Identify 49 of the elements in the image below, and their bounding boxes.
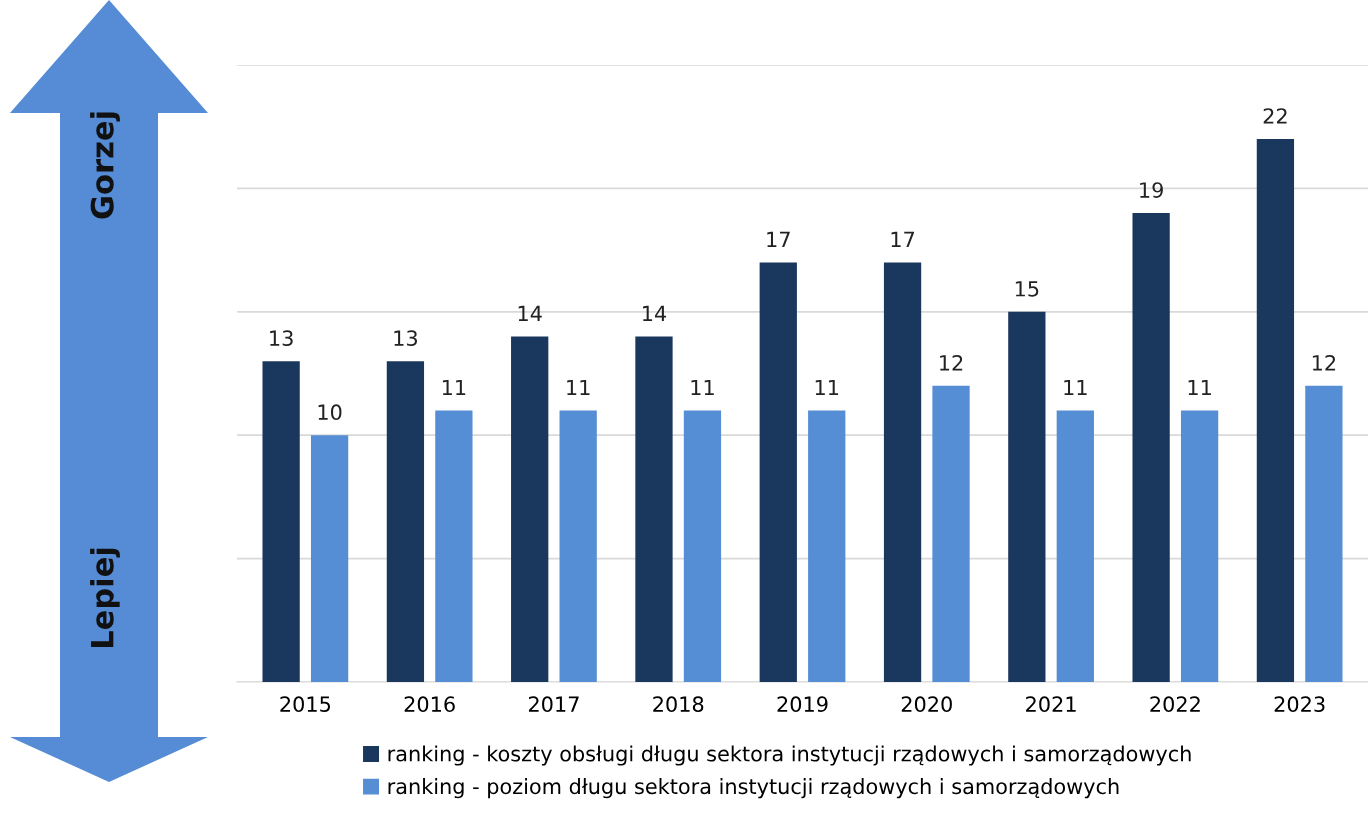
x-tick-label: 2015 [280, 696, 331, 713]
bar [1008, 311, 1046, 682]
bar [635, 336, 673, 682]
bar [1305, 385, 1343, 682]
data-label: 19 [1140, 182, 1163, 198]
x-tick-label: 2021 [1026, 696, 1076, 713]
x-tick-label: 2016 [404, 696, 455, 713]
data-label: 14 [518, 305, 542, 322]
bar [310, 435, 349, 682]
x-tick-label: 2022 [1150, 696, 1200, 713]
bar [1256, 139, 1295, 682]
bar [435, 410, 473, 682]
data-label: 11 [815, 379, 839, 396]
text: Gorzej [90, 112, 120, 219]
bar [883, 262, 922, 682]
x-tick-label: 2018 [653, 696, 704, 713]
bar [759, 262, 797, 682]
data-label: 10 [318, 404, 342, 421]
text: Lepiej [90, 548, 120, 648]
data-label: 14 [643, 305, 667, 322]
data-label: 12 [1312, 354, 1336, 371]
data-label: 13 [394, 330, 417, 347]
x-tick-label: 2023 [1274, 696, 1325, 713]
x-tick-label: 2020 [901, 696, 952, 713]
bar [932, 385, 970, 682]
data-label: 11 [691, 379, 714, 396]
x-tick-label: 2017 [528, 696, 579, 713]
bar [559, 410, 597, 682]
data-label: 17 [891, 231, 915, 247]
bar [683, 410, 722, 682]
data-label: 11 [442, 379, 466, 396]
bar [808, 410, 846, 682]
bar [386, 361, 425, 682]
data-label: 12 [940, 354, 963, 371]
data-label: 15 [1015, 281, 1039, 297]
bar [1132, 213, 1170, 682]
bar [1180, 410, 1219, 682]
data-label: 17 [767, 231, 790, 247]
data-label: 11 [567, 379, 590, 396]
data-label: 11 [1064, 379, 1087, 396]
data-label: 11 [1188, 379, 1211, 396]
bar [511, 336, 549, 682]
bar [1056, 410, 1094, 682]
x-tick-label: 2019 [777, 696, 828, 713]
data-label: 22 [1263, 108, 1287, 124]
legend-label: ranking - poziom długu sektora instytucji rządowych i samorządowych [388, 778, 1119, 799]
data-label: 13 [270, 330, 293, 347]
legend-label: ranking - koszty obsługi długu sektora instytucji rządowych i samorządowych [388, 745, 1191, 766]
bar [262, 361, 300, 682]
